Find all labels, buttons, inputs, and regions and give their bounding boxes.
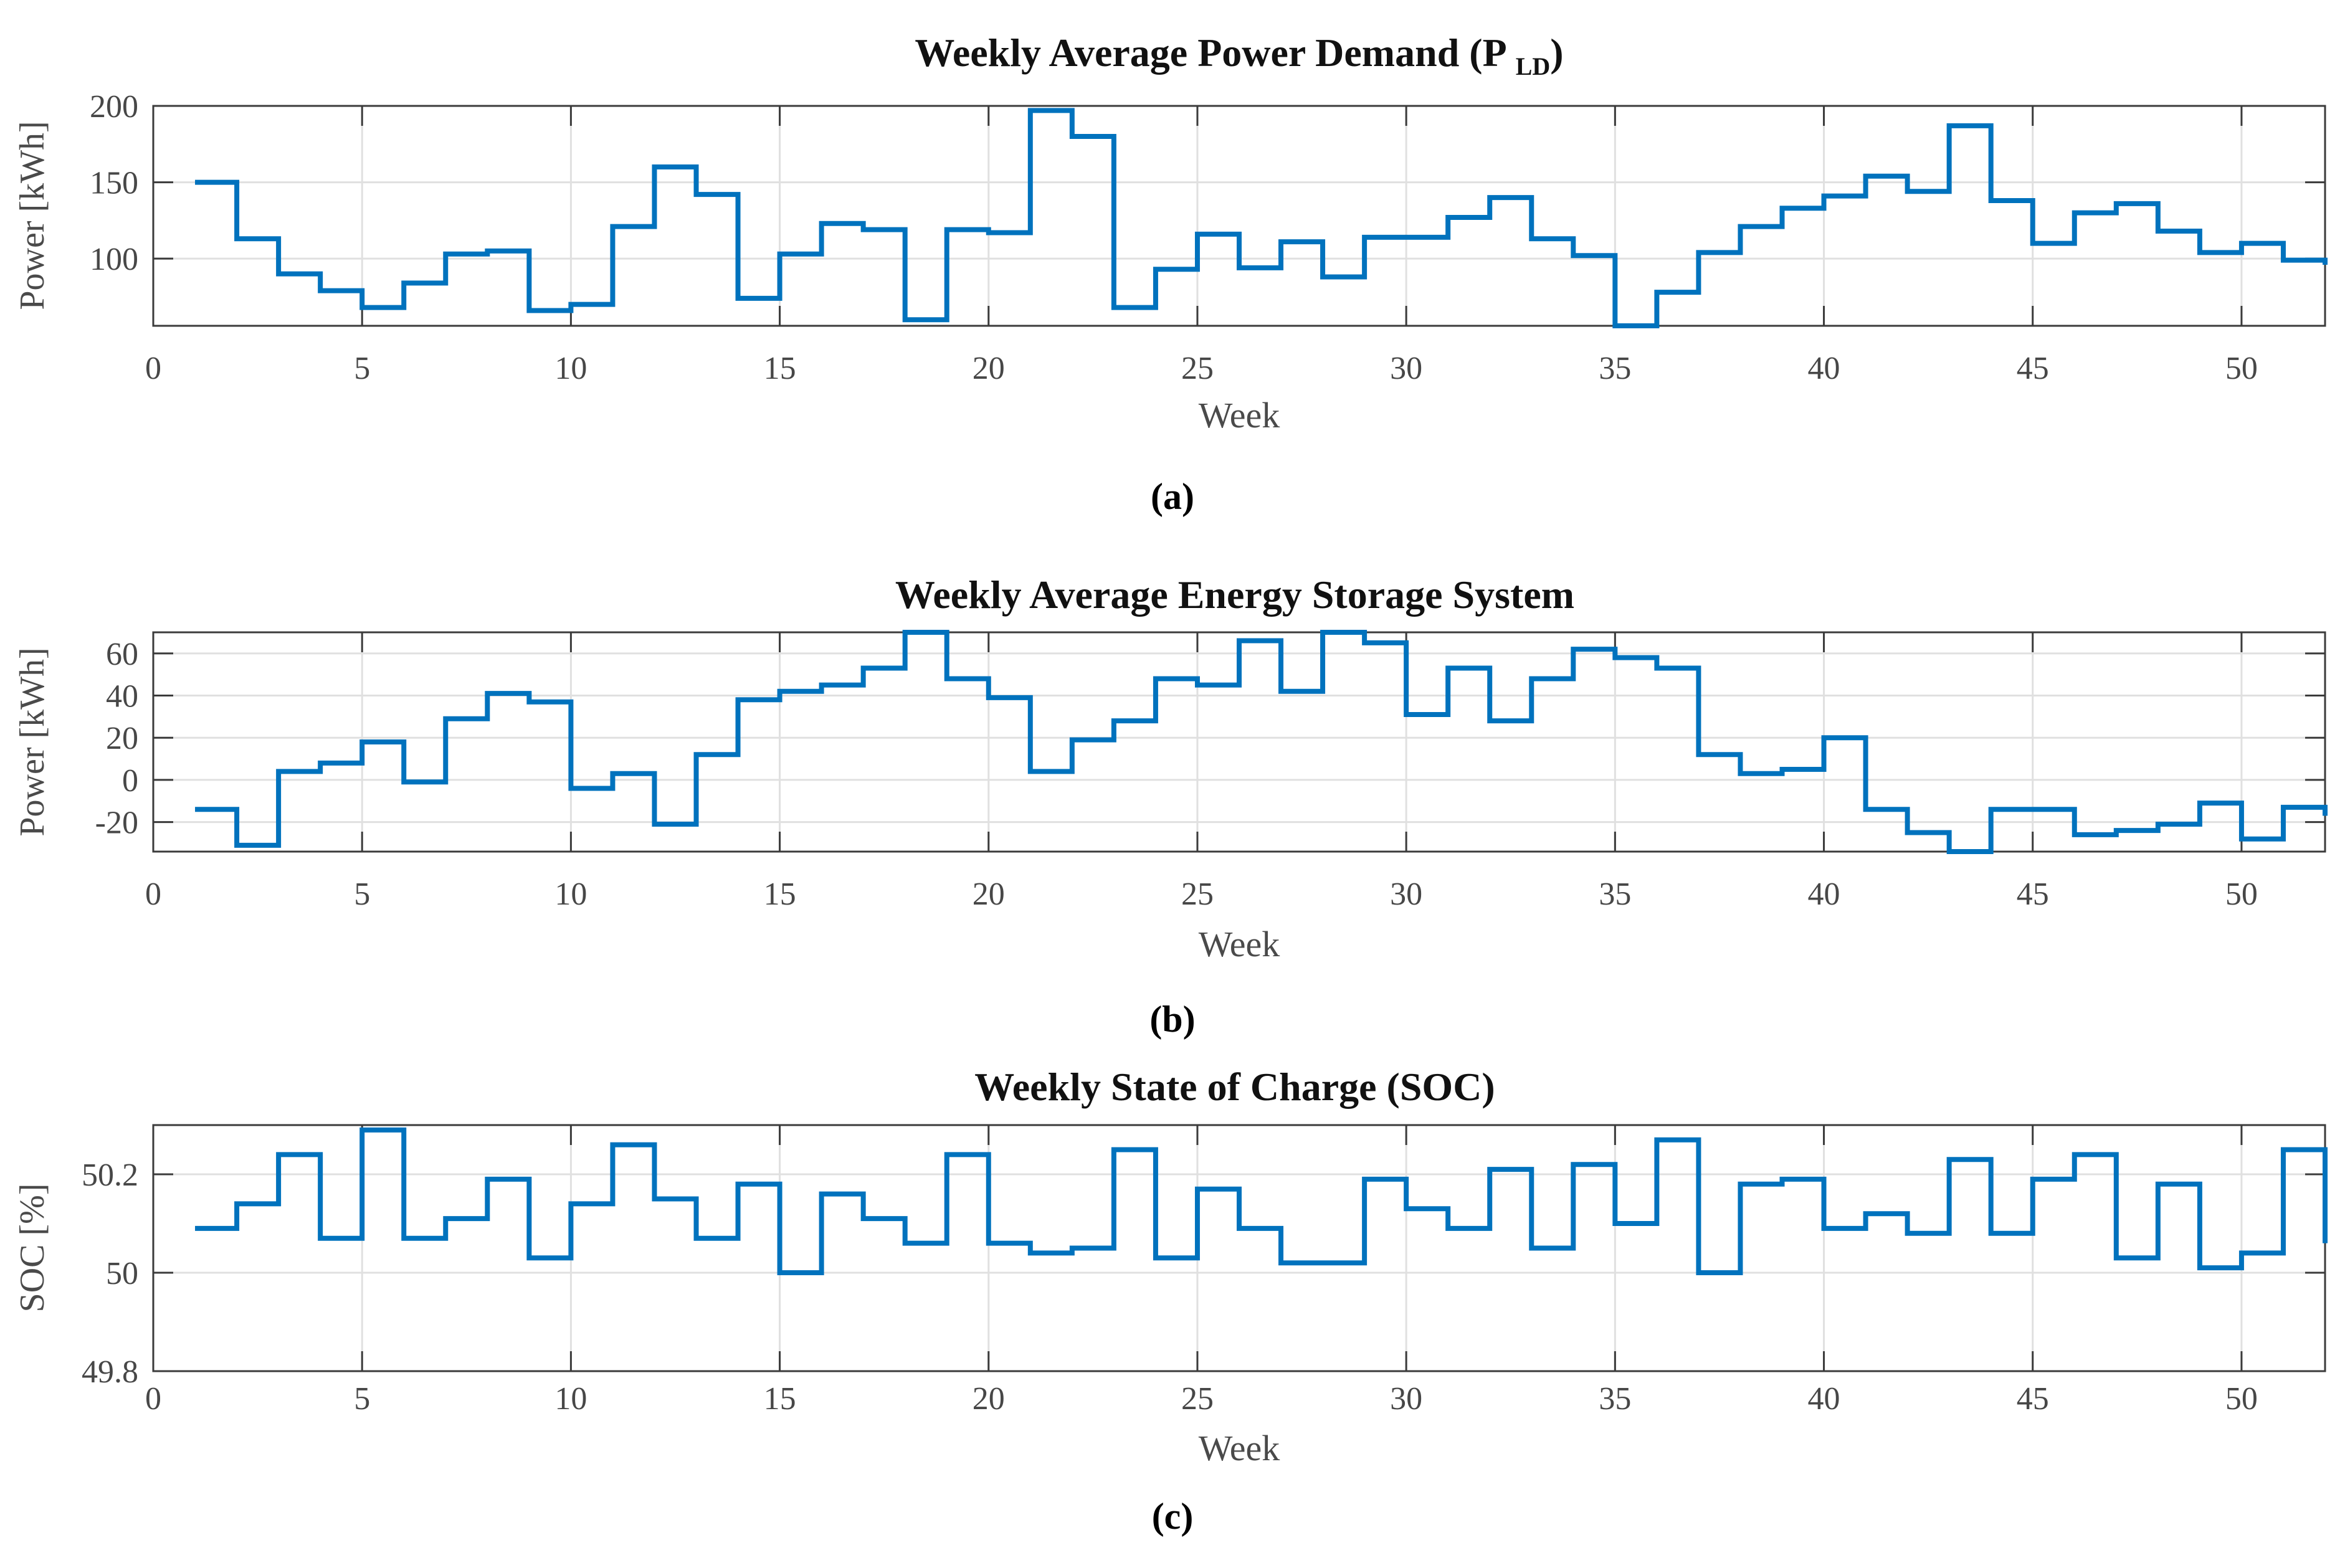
x-tick-label: 30 (1390, 351, 1422, 386)
y-tick-label: 50 (106, 1256, 138, 1291)
x-tick-label: 15 (764, 877, 796, 912)
x-tick-label: 40 (1808, 351, 1840, 386)
x-tick-label: 50 (2225, 1381, 2258, 1417)
x-tick-label: 25 (1181, 1381, 1214, 1417)
y-tick-label: 0 (122, 763, 138, 799)
x-tick-label: 35 (1599, 1381, 1631, 1417)
chart-a-title: Weekly Average Power Demand (P LD) (153, 31, 2325, 88)
chart-a-ylabel: Power [kWh] (13, 121, 52, 310)
x-tick-label: 50 (2225, 351, 2258, 386)
chart-a-title-subscript: LD (1515, 52, 1551, 80)
y-tick-label: 60 (106, 637, 138, 672)
chart-c-sublabel: (c) (1151, 1496, 1194, 1537)
x-tick-label: 40 (1808, 1381, 1840, 1417)
chart-c-title-text: Weekly State of Charge (SOC) (974, 1065, 1495, 1109)
x-tick-label: 35 (1599, 351, 1631, 386)
chart-b-title: Weekly Average Energy Storage System (153, 573, 2325, 630)
y-tick-label: 40 (106, 679, 138, 715)
axes-box (152, 1124, 2326, 1372)
axes-box (152, 631, 2326, 853)
chart-b-title-text: Weekly Average Energy Storage System (895, 573, 1575, 617)
chart-b-sublabel: (b) (1149, 999, 1196, 1040)
x-tick-label: 20 (973, 1381, 1005, 1417)
x-tick-label: 25 (1181, 351, 1214, 386)
y-tick-label: 50.2 (82, 1157, 138, 1193)
x-tick-label: 5 (354, 1381, 370, 1417)
x-tick-label: 45 (2017, 1381, 2049, 1417)
y-tick-label: 49.8 (82, 1354, 138, 1390)
y-tick-label: 150 (90, 166, 138, 201)
chart-a-xlabel: Week (1198, 395, 1280, 435)
y-tick-label: 100 (90, 242, 138, 277)
chart-c-ylabel: SOC [%] (13, 1183, 52, 1313)
x-tick-label: 0 (145, 877, 161, 912)
chart-a-series-line (195, 108, 2328, 328)
y-tick-label: 20 (106, 721, 138, 756)
x-tick-label: 10 (554, 877, 587, 912)
chart-c-plot: 0 5 10 15 20 25 30 35 40 45 50 49.8 50 50.2 (82, 1124, 2328, 1417)
chart-b-plot: 0 5 10 15 20 25 30 35 40 45 50 -20 0 20 40 60 (95, 630, 2328, 912)
chart-a-title-text: Weekly Average Power Demand (P (915, 31, 1507, 75)
chart-a-sublabel: (a) (1151, 476, 1194, 517)
chart-c-series-line (195, 1127, 2328, 1275)
x-tick-label: 30 (1390, 1381, 1422, 1417)
x-tick-label: 35 (1599, 877, 1631, 912)
y-tick-label: 200 (90, 89, 138, 125)
x-tick-label: 0 (145, 1381, 161, 1417)
x-tick-label: 15 (764, 1381, 796, 1417)
x-tick-label: 30 (1390, 877, 1422, 912)
x-tick-label: 10 (554, 1381, 587, 1417)
chart-c-title: Weekly State of Charge (SOC) (153, 1065, 2325, 1123)
x-tick-label: 10 (554, 351, 587, 386)
x-tick-label: 50 (2225, 877, 2258, 912)
x-tick-label: 45 (2017, 351, 2049, 386)
chart-a-title-suffix: ) (1550, 31, 1564, 75)
chart-b-xlabel: Week (1198, 924, 1280, 964)
axes-box (152, 105, 2326, 327)
x-tick-label: 20 (973, 877, 1005, 912)
chart-b-ylabel: Power [kWh] (13, 647, 52, 837)
x-tick-label: 25 (1181, 877, 1214, 912)
y-tick-label: -20 (95, 805, 138, 841)
x-tick-label: 40 (1808, 877, 1840, 912)
chart-c-xlabel: Week (1198, 1428, 1280, 1468)
x-tick-label: 0 (145, 351, 161, 386)
chart-b-series-line (195, 630, 2328, 854)
x-tick-label: 20 (973, 351, 1005, 386)
chart-a-plot: 0 5 10 15 20 25 30 35 40 45 50 100 150 200 (90, 89, 2328, 386)
x-tick-label: 5 (354, 351, 370, 386)
x-tick-label: 45 (2017, 877, 2049, 912)
x-tick-label: 5 (354, 877, 370, 912)
x-tick-label: 15 (764, 351, 796, 386)
